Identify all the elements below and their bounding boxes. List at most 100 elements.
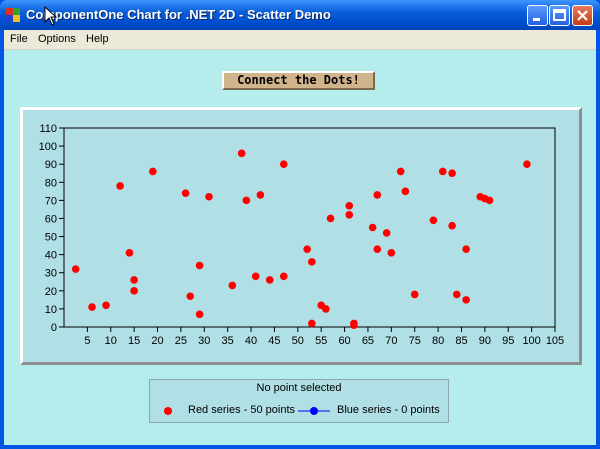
red-seriespoint[interactable] [228, 281, 237, 290]
x-tick-label: 30 [198, 335, 210, 347]
red-seriespoint[interactable] [181, 189, 190, 197]
red-seriespoint[interactable] [322, 305, 330, 313]
red-seriespoint[interactable] [116, 182, 124, 190]
client-area: File Options Help Connect the Dots! 0 10 2… [4, 30, 596, 445]
red-seriespoint[interactable] [448, 221, 456, 230]
x-tick-label: 25 [175, 335, 187, 347]
menu-file[interactable]: File [10, 33, 28, 45]
mouse-cursor-icon [44, 6, 58, 26]
x-tick-label: 40 [245, 335, 257, 347]
red-seriespoint[interactable] [303, 245, 311, 254]
red-seriespoint[interactable] [130, 276, 138, 284]
y-tick-label: 70 [45, 195, 57, 207]
red-seriespoint[interactable] [345, 211, 354, 219]
red-seriespoint[interactable] [410, 290, 419, 299]
minimize-button[interactable] [527, 5, 548, 26]
red-seriespoint[interactable] [251, 272, 260, 281]
red-seriespoint[interactable] [88, 303, 96, 311]
red-seriespoint[interactable] [485, 196, 494, 205]
red-seriespoint[interactable] [453, 290, 461, 299]
red-seriespoint[interactable] [102, 301, 110, 310]
red-seriespoint[interactable] [429, 216, 438, 225]
red-seriespoint[interactable] [195, 310, 204, 319]
red-seriespoint[interactable] [242, 196, 251, 205]
red-seriespoint[interactable] [130, 287, 138, 295]
x-tick-label: 45 [268, 335, 280, 347]
minimize-icon [533, 18, 540, 21]
x-tick-label: 15 [128, 335, 140, 347]
x-tick-label: 5 [84, 335, 90, 347]
x-tick-label: 100 [522, 335, 540, 347]
red-seriespoint[interactable] [448, 169, 456, 178]
y-tick-label: 80 [45, 177, 57, 189]
red-seriespoint[interactable] [368, 223, 377, 232]
y-tick-label: 100 [39, 141, 57, 153]
legend-panel: No point selected Red series - 50 points… [149, 379, 449, 423]
red-seriespoint[interactable] [237, 149, 246, 158]
red-seriespoint[interactable] [462, 245, 470, 254]
y-tick-label: 0 [51, 322, 57, 334]
red-seriespoint[interactable] [373, 245, 382, 254]
red-seriespoint[interactable] [382, 229, 391, 237]
x-tick-label: 65 [362, 335, 374, 347]
x-tick-label: 50 [292, 335, 304, 347]
y-tick-label: 10 [45, 304, 57, 316]
close-icon [577, 10, 588, 21]
red-seriespoint[interactable] [387, 249, 396, 257]
menu-help[interactable]: Help [86, 33, 109, 45]
red-seriespoint[interactable] [462, 296, 470, 304]
red-seriespoint[interactable] [308, 319, 316, 328]
red-seriespoint[interactable] [345, 201, 354, 210]
maximize-button[interactable] [549, 5, 570, 26]
x-tick-label: 60 [338, 335, 350, 347]
red-seriespoint[interactable] [396, 167, 405, 176]
maximize-icon [553, 9, 566, 21]
x-tick-label: 95 [502, 335, 514, 347]
y-tick-label: 50 [45, 232, 57, 244]
red-seriespoint[interactable] [350, 321, 358, 329]
y-tick-label: 40 [45, 250, 57, 262]
chart-title: Connect the Dots! [222, 71, 375, 90]
y-tick-label: 90 [45, 159, 57, 171]
red-seriespoint[interactable] [438, 167, 447, 176]
x-tick-label: 80 [432, 335, 444, 347]
red-seriespoint[interactable] [205, 192, 213, 201]
window-title: ComponentOne Chart for .NET 2D - Scatter… [26, 7, 331, 22]
y-tick-label: 60 [45, 213, 57, 225]
x-tick-label: 90 [479, 335, 491, 347]
red-seriespoint[interactable] [373, 191, 382, 199]
y-tick-label: 20 [45, 286, 57, 298]
red-seriespoint[interactable] [326, 214, 335, 223]
y-tick-label: 110 [39, 123, 57, 135]
x-tick-label: 20 [151, 335, 163, 347]
close-button[interactable] [572, 5, 593, 26]
red-seriespoint[interactable] [308, 258, 316, 266]
legend-red-label: Red series - 50 points [188, 404, 295, 416]
red-seriespoint[interactable] [71, 265, 80, 273]
menu-options[interactable]: Options [38, 33, 76, 45]
red-seriespoint[interactable] [256, 191, 265, 199]
red-seriespoint[interactable] [401, 187, 410, 196]
red-seriespoint[interactable] [149, 167, 157, 176]
x-tick-label: 105 [546, 335, 564, 347]
plot-area [63, 127, 556, 328]
x-tick-label: 75 [409, 335, 421, 347]
title-bar[interactable]: ComponentOne Chart for .NET 2D - Scatter… [0, 0, 600, 30]
red-seriespoint[interactable] [195, 261, 204, 270]
x-tick-label: 35 [222, 335, 234, 347]
legend-blue-label: Blue series - 0 points [337, 404, 440, 416]
x-tick-label: 10 [105, 335, 117, 347]
scatter-chart[interactable]: 0 10 20 30 40 50 60 70 80 90 100 110 5 10 15 20 25 30 35 40… [23, 110, 579, 362]
red-seriespoint[interactable] [265, 276, 274, 284]
app-icon [6, 8, 20, 22]
y-tick-label: 30 [45, 268, 57, 280]
red-seriespoint[interactable] [186, 292, 195, 301]
red-dot-icon [164, 407, 172, 415]
red-seriespoint[interactable] [279, 272, 288, 281]
red-seriespoint[interactable] [523, 160, 531, 168]
chart-frame[interactable]: 0 10 20 30 40 50 60 70 80 90 100 110 5 10 15 20 25 30 35 40… [20, 107, 582, 365]
x-tick-label: 55 [315, 335, 327, 347]
red-seriespoint[interactable] [125, 249, 134, 257]
red-seriespoint[interactable] [279, 160, 288, 168]
